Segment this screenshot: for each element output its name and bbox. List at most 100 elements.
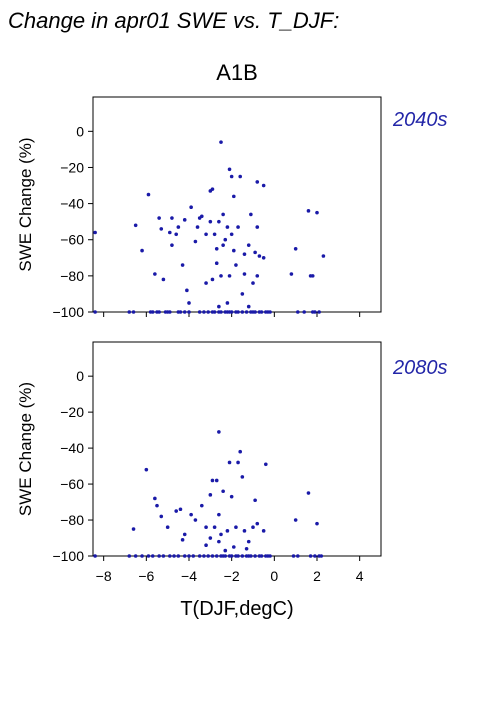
y-tick-label: −20 bbox=[60, 159, 84, 175]
panel-2040s: −100 −80 −60 −40 −20 0 SWE Change (%) 2040s bbox=[16, 96, 448, 320]
scatter-point bbox=[204, 525, 208, 530]
y-tick-label: 0 bbox=[76, 368, 84, 384]
y-tick-label: −60 bbox=[60, 232, 84, 248]
y-axis-label: SWE Change (%) bbox=[16, 382, 35, 516]
scatter-point bbox=[310, 274, 315, 278]
scatter-point bbox=[306, 491, 311, 495]
scatter-point bbox=[255, 521, 260, 526]
scatter-point bbox=[172, 554, 176, 558]
scatter-point bbox=[255, 225, 260, 229]
scatter-point bbox=[244, 310, 249, 314]
scatter-point bbox=[221, 489, 225, 494]
scatter-point bbox=[217, 430, 221, 434]
scatter-point bbox=[187, 310, 191, 314]
scatter-point bbox=[221, 243, 225, 247]
scatter-point bbox=[249, 554, 253, 558]
scatter-point bbox=[150, 554, 155, 558]
scatter-point bbox=[131, 527, 136, 531]
y-tick-label: −40 bbox=[60, 196, 84, 212]
scatter-point bbox=[161, 554, 166, 558]
scatter-point bbox=[157, 216, 161, 220]
scatter-point bbox=[217, 304, 221, 309]
scatter-point bbox=[159, 227, 164, 231]
scatter-point bbox=[296, 554, 300, 558]
scatter-point bbox=[202, 554, 206, 558]
y-tick-label: 0 bbox=[76, 123, 84, 139]
y-tick-label: −60 bbox=[60, 476, 84, 492]
scatter-point bbox=[174, 509, 178, 513]
scatter-point bbox=[93, 554, 97, 558]
x-tick-label: −6 bbox=[138, 568, 154, 584]
scatter-point bbox=[229, 232, 234, 237]
scatter-point bbox=[217, 539, 221, 544]
scatter-point bbox=[293, 518, 298, 522]
scatter-point bbox=[217, 512, 221, 517]
scatter-point bbox=[244, 547, 249, 551]
x-axis-label: T(DJF,degC) bbox=[180, 598, 293, 620]
plot-frame bbox=[92, 96, 382, 313]
scatter-point bbox=[249, 212, 253, 217]
scatter-point bbox=[146, 192, 151, 197]
scatter-point bbox=[223, 237, 228, 242]
scatter-point bbox=[185, 288, 189, 293]
scatter-point bbox=[225, 225, 230, 229]
scatter-point bbox=[195, 225, 200, 229]
scatter-point bbox=[208, 219, 213, 224]
scatter-point bbox=[229, 310, 234, 314]
scatter-point bbox=[217, 219, 221, 224]
scatter-point bbox=[189, 205, 193, 210]
scatter-point bbox=[234, 263, 238, 267]
scatter-point bbox=[253, 310, 257, 314]
scatter-point bbox=[246, 539, 251, 544]
scatter-point bbox=[210, 277, 215, 282]
scatter-point bbox=[157, 554, 161, 558]
scatter-point bbox=[296, 310, 300, 314]
period-label: 2080s bbox=[392, 357, 448, 379]
scatter-point bbox=[214, 478, 219, 483]
scatter-point bbox=[219, 140, 223, 144]
scatter-point bbox=[227, 167, 232, 172]
scatter-point bbox=[261, 529, 266, 533]
scatter-point bbox=[253, 498, 257, 503]
scatter-point bbox=[242, 252, 247, 256]
scatter-point bbox=[204, 232, 208, 237]
scatter-point bbox=[140, 248, 144, 253]
scatter-point bbox=[178, 507, 183, 512]
scatter-point bbox=[261, 183, 266, 188]
scatter-point bbox=[204, 281, 208, 285]
scatter-point bbox=[315, 210, 319, 215]
scatter-point bbox=[259, 554, 264, 558]
scatter-point bbox=[157, 310, 161, 314]
x-tick-label: 0 bbox=[270, 568, 278, 584]
scatter-point bbox=[191, 554, 196, 558]
scatter-point bbox=[240, 475, 245, 479]
scatter-point bbox=[242, 272, 247, 276]
figure-title: Change in apr01 SWE vs. T_DJF: bbox=[8, 8, 339, 33]
scatter-point bbox=[225, 529, 230, 533]
scatter-point bbox=[229, 494, 234, 499]
scatter-point bbox=[229, 174, 234, 179]
scatter-point bbox=[214, 261, 219, 266]
scatter-point bbox=[232, 248, 236, 253]
scatter-point bbox=[193, 518, 198, 522]
plot-frame bbox=[92, 341, 382, 557]
scatter-point bbox=[178, 310, 183, 314]
scatter-point bbox=[208, 493, 213, 497]
scatter-point bbox=[168, 310, 172, 314]
scatter-point bbox=[236, 310, 240, 314]
scatter-point bbox=[93, 310, 97, 314]
scatter-point bbox=[306, 209, 311, 213]
scatter-point bbox=[253, 554, 257, 558]
scatter-point bbox=[187, 554, 191, 558]
scatter-point bbox=[315, 521, 319, 526]
scatter-point bbox=[161, 277, 166, 282]
scatter-point bbox=[187, 301, 191, 305]
scatter-point bbox=[251, 525, 255, 530]
scatter-point bbox=[150, 310, 155, 314]
scatter-point bbox=[240, 310, 245, 314]
scatter-point bbox=[200, 503, 204, 508]
scatter-point bbox=[238, 449, 242, 454]
scatter-point bbox=[308, 554, 313, 558]
x-tick-label: −8 bbox=[96, 568, 112, 584]
